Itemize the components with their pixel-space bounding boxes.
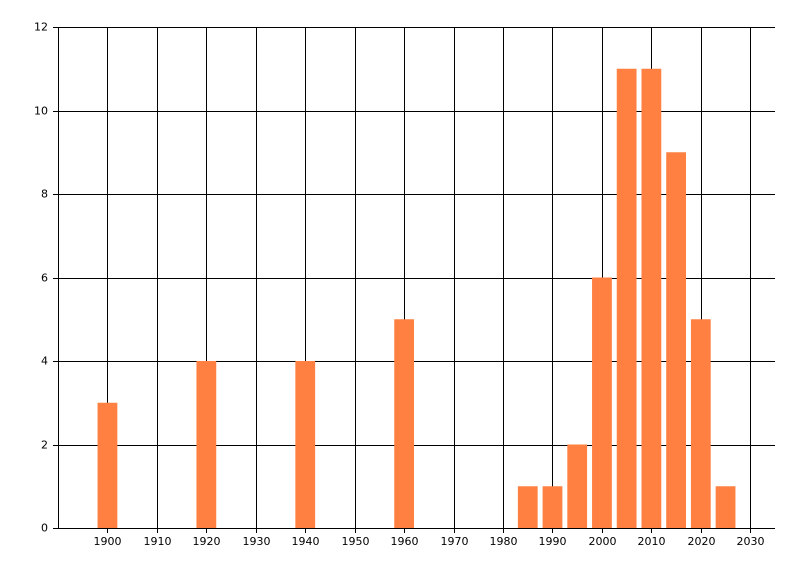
bar [616,68,637,528]
bar [542,486,563,528]
y-tick-label: 2 [41,439,48,452]
bar [592,277,612,528]
x-tick-label: 1930 [243,535,271,548]
bar [641,68,662,528]
x-tick-label: 1990 [539,535,567,548]
bar [715,486,736,528]
y-tick-label: 12 [34,21,48,34]
y-tick-label: 8 [41,188,48,201]
bar [196,361,217,528]
x-tick-label: 1910 [144,535,172,548]
bar [517,486,538,528]
x-tick-label: 1920 [193,535,221,548]
bar [567,444,588,528]
x-tick-label: 1900 [94,535,122,548]
bar [97,402,118,528]
y-tick-label: 0 [41,522,48,535]
x-tick-label: 2030 [737,535,765,548]
x-tick-label: 1950 [342,535,370,548]
bar [295,361,316,528]
x-tick-label: 1960 [391,535,419,548]
x-tick-label: 1980 [490,535,518,548]
x-tick-label: 2020 [688,535,716,548]
x-tick-label: 1970 [441,535,469,548]
x-tick-label: 2010 [638,535,666,548]
x-tick-label: 1940 [292,535,320,548]
bar [690,319,711,528]
y-tick-label: 10 [34,105,48,118]
y-tick-label: 6 [41,272,48,285]
bar [666,152,686,528]
bar [394,319,415,528]
x-tick-label: 2000 [589,535,617,548]
y-tick-label: 4 [41,355,48,368]
